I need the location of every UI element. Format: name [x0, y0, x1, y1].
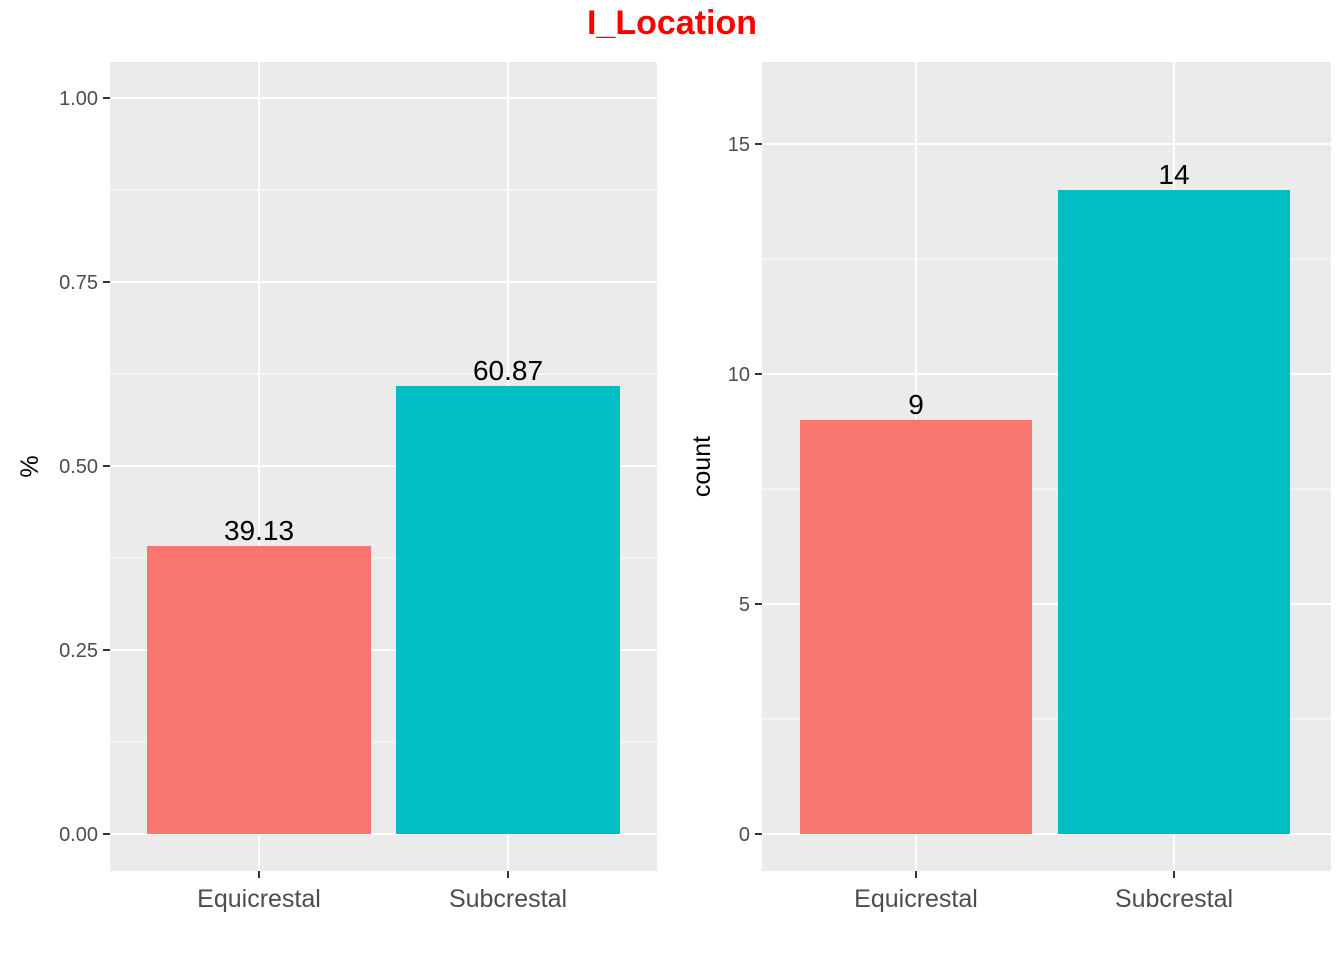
data-label: 14	[1158, 159, 1189, 190]
y-tick-label: 10	[728, 364, 750, 386]
x-category-label: Subcrestal	[449, 885, 567, 913]
bar-subcrestal	[396, 385, 620, 834]
y-tick-label: 0.00	[59, 824, 98, 846]
data-label: 9	[908, 389, 924, 420]
y-tick-label: 0.25	[59, 640, 98, 662]
data-label: 39.13	[224, 515, 294, 546]
chart-panel-2: 9 14 0 5 10 15 Equicrestal Subcrestal count	[688, 62, 1331, 913]
x-category-label: Equicrestal	[854, 885, 978, 913]
y-tick-label: 1.00	[59, 88, 98, 110]
y-tick-label: 0	[739, 824, 750, 846]
bar-subcrestal	[1058, 190, 1290, 834]
y-tick-label: 5	[739, 594, 750, 616]
x-category-label: Equicrestal	[197, 885, 321, 913]
y-axis-title: %	[16, 455, 44, 477]
bar-equicrestal	[147, 546, 371, 834]
data-label: 60.87	[473, 355, 543, 386]
chart-title: I_Location	[586, 4, 758, 42]
chart-panel-1: 39.13 60.87 0.00 0.25 0.50 0.75 1.00 Equicresta…	[16, 62, 657, 913]
y-axis-title: count	[688, 436, 716, 497]
y-tick-label: 15	[728, 134, 750, 156]
bar-equicrestal	[800, 420, 1032, 834]
x-category-label: Subcrestal	[1115, 885, 1233, 913]
y-tick-label: 0.75	[59, 272, 98, 294]
y-tick-label: 0.50	[59, 456, 98, 478]
